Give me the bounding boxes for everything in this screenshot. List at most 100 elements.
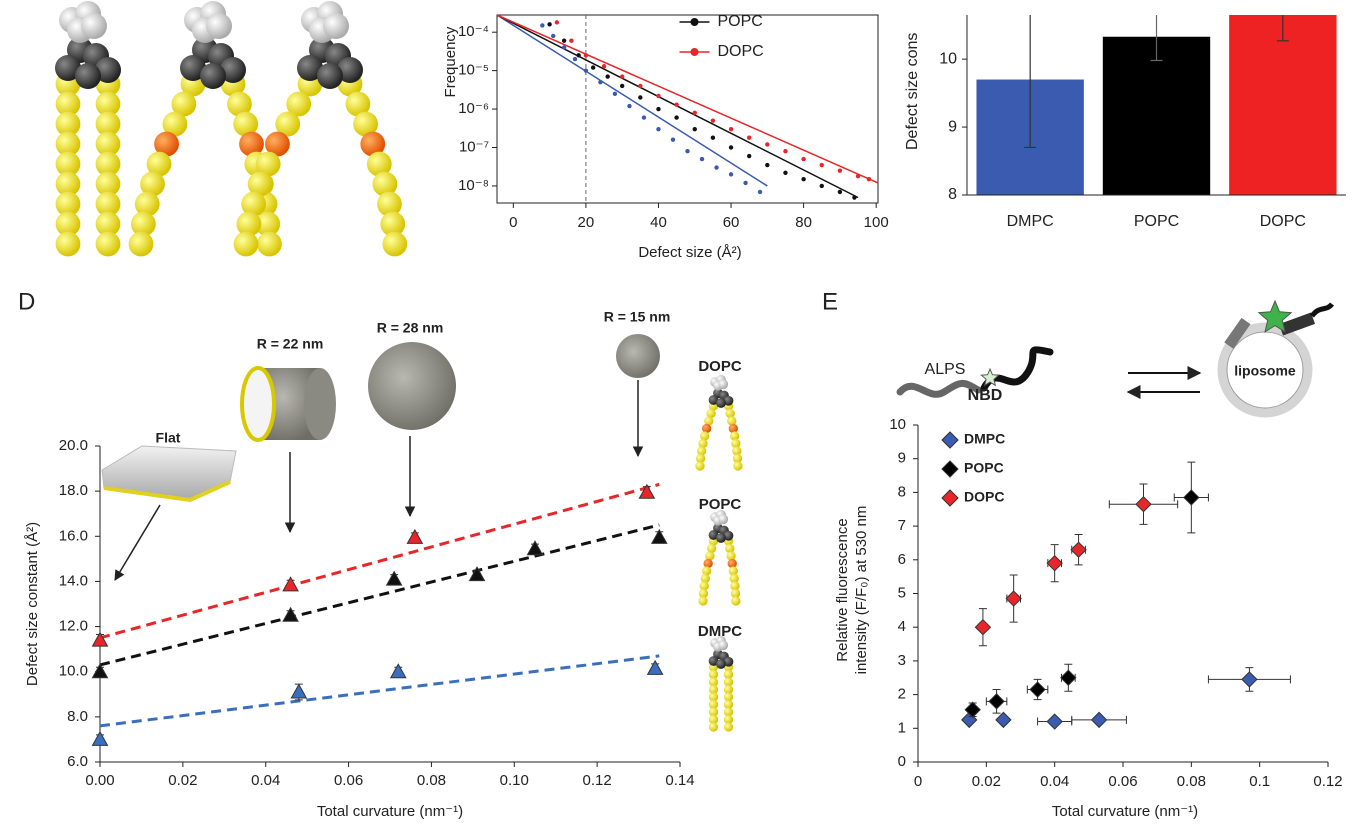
x-tick-label: 0 — [914, 773, 922, 790]
y-tick-label: 14.0 — [59, 572, 88, 589]
x-tick-label: 0.02 — [972, 773, 1001, 790]
point — [1030, 682, 1045, 697]
point — [758, 190, 762, 194]
point — [555, 20, 559, 24]
x-axis-label: Total curvature (nm⁻¹) — [317, 803, 463, 820]
y-tick-label: 8 — [948, 186, 957, 203]
y-axis-label: intensity (F/F₀) at 530 nm — [853, 506, 870, 675]
panel-label: D — [18, 288, 35, 315]
fit-line — [497, 15, 878, 183]
point — [1136, 497, 1151, 512]
point — [283, 577, 298, 591]
y-tick-label: 12.0 — [59, 618, 88, 635]
y-tick-label: 9 — [948, 118, 957, 135]
x-tick-label: 0.14 — [665, 772, 694, 789]
y-tick-label: 10⁻⁵ — [458, 62, 489, 79]
x-tick-label: 0.04 — [1040, 773, 1069, 790]
x-tick-label: 0.08 — [1177, 773, 1206, 790]
point — [729, 145, 733, 149]
y-axis-label: Defect size cons — [904, 33, 921, 150]
y-tick-label: 10 — [889, 416, 906, 433]
legend-label: DMPC — [698, 623, 742, 640]
x-tick-label: DMPC — [1007, 213, 1054, 230]
point — [1071, 542, 1086, 557]
x-axis-label: Defect size (Å²) — [638, 244, 741, 261]
arrow — [115, 505, 160, 580]
point — [729, 127, 733, 131]
legend-marker — [942, 461, 958, 477]
atom — [716, 398, 726, 408]
legend-marker — [942, 490, 958, 506]
y-tick-label: 20.0 — [59, 437, 88, 454]
bound-tail — [1312, 304, 1332, 316]
point — [638, 95, 642, 99]
y-tick-label: 18.0 — [59, 482, 88, 499]
annotation: R = 28 nm — [377, 320, 444, 336]
point — [1047, 714, 1062, 729]
point — [387, 572, 402, 586]
annotation: liposome — [1234, 363, 1296, 379]
point — [613, 92, 617, 96]
point — [470, 567, 485, 581]
atom — [698, 596, 707, 605]
annotation: R = 22 nm — [257, 336, 324, 352]
y-tick-label: 10⁻⁶ — [458, 100, 489, 117]
vesicle-28nm — [368, 342, 456, 430]
legend-label: DOPC — [718, 43, 764, 60]
point — [407, 530, 422, 544]
vesicle-15nm — [616, 334, 660, 378]
legend-label: DOPC — [964, 489, 1004, 505]
x-tick-label: 0.04 — [251, 772, 280, 789]
x-tick-label: 0.1 — [1249, 773, 1270, 790]
point — [838, 168, 842, 172]
atom — [234, 232, 259, 257]
legend-label: POPC — [699, 496, 742, 513]
atom — [323, 13, 349, 39]
point — [747, 135, 751, 139]
fit-line — [100, 656, 659, 726]
point — [838, 190, 842, 194]
point — [1006, 591, 1021, 606]
point — [1061, 670, 1076, 685]
x-tick-label: 0.12 — [583, 772, 612, 789]
point — [602, 64, 606, 68]
legend-marker — [691, 48, 699, 56]
x-tick-label: 40 — [650, 214, 667, 231]
point — [783, 171, 787, 175]
x-tick-label: 0.00 — [85, 772, 114, 789]
point — [685, 149, 689, 153]
point — [856, 174, 860, 178]
atom — [718, 379, 728, 389]
atom — [731, 596, 740, 605]
point — [598, 80, 602, 84]
point — [93, 664, 108, 678]
fit-line — [100, 525, 659, 665]
y-tick-label: 10⁻⁸ — [458, 177, 489, 194]
lipid-illustration — [695, 375, 742, 471]
atom — [709, 722, 718, 731]
atom — [56, 232, 81, 257]
atom — [718, 640, 728, 650]
legend-marker — [691, 18, 699, 26]
point — [1047, 556, 1062, 571]
atom — [317, 63, 343, 89]
point — [551, 34, 555, 38]
y-tick-label: 10⁻⁴ — [458, 23, 489, 40]
point — [693, 127, 697, 131]
legend-marker — [942, 432, 958, 448]
lipid-illustration — [709, 636, 734, 732]
point — [620, 84, 624, 88]
y-axis-label: Relative fluorescence — [834, 518, 851, 661]
point — [620, 74, 624, 78]
x-tick-label: 0.06 — [1108, 773, 1137, 790]
point — [584, 53, 588, 57]
point — [729, 172, 733, 176]
point — [547, 22, 551, 26]
y-tick-label: 10 — [939, 50, 957, 67]
x-tick-label: 20 — [578, 214, 595, 231]
point — [93, 633, 108, 647]
point — [656, 107, 660, 111]
point — [639, 485, 654, 499]
lipid-illustration — [698, 510, 740, 606]
x-tick-label: 0.12 — [1313, 773, 1342, 790]
